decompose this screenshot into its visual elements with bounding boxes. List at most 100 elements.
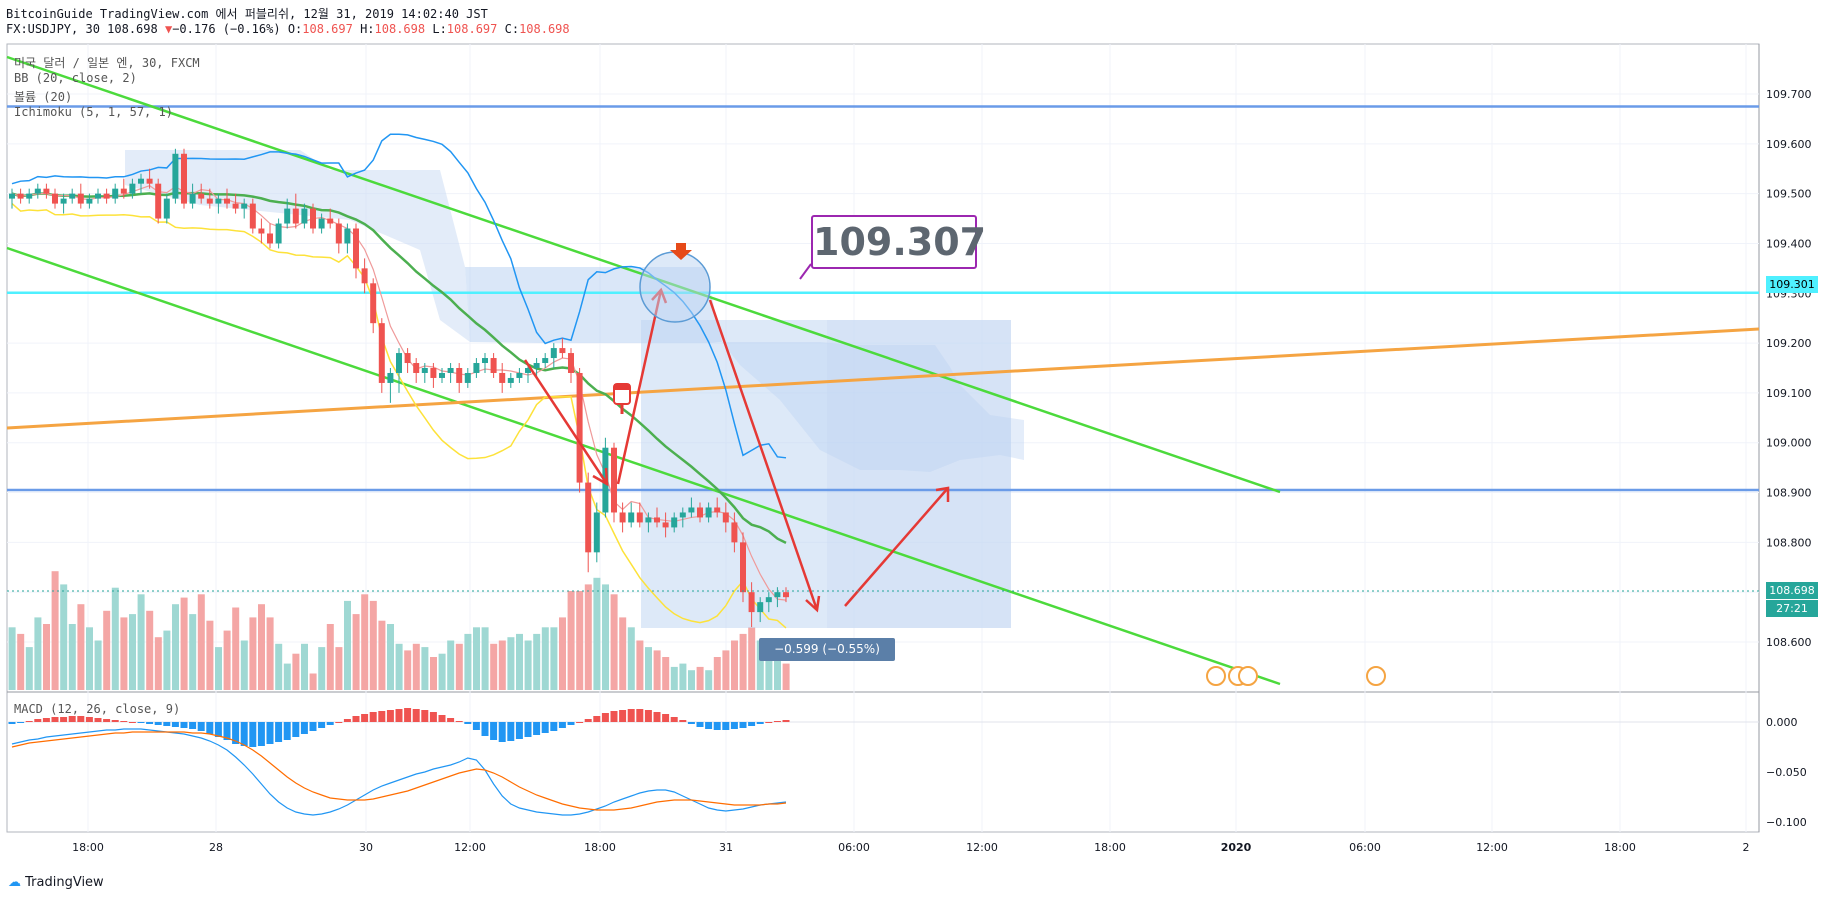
volume-bar — [533, 633, 541, 690]
volume-bar — [705, 670, 713, 690]
candle-body — [490, 358, 497, 373]
tradingview-brand[interactable]: ☁ TradingView — [8, 875, 104, 890]
tradingview-logo-icon: ☁ — [8, 875, 21, 890]
candle-body — [456, 368, 463, 383]
candle-body — [645, 517, 652, 523]
macd-hist-bar — [361, 714, 369, 722]
orange-trend-line[interactable] — [6, 327, 1760, 430]
volume-bar — [541, 627, 549, 690]
macd-hist-bar — [189, 722, 197, 729]
candle-body — [60, 198, 67, 204]
candle-body — [9, 193, 15, 199]
macd-hist-bar — [309, 722, 317, 731]
macd-hist-bar — [60, 717, 68, 722]
volume-bar — [335, 647, 343, 690]
volume-bar — [215, 647, 222, 690]
highlight-circle[interactable] — [639, 251, 711, 323]
candle-body — [215, 198, 222, 204]
brand-label: TradingView — [25, 875, 104, 890]
volume-bar — [301, 643, 308, 690]
volume-bar — [86, 627, 93, 690]
macd-hist-bar — [352, 716, 360, 722]
macd-hist-bar — [593, 716, 601, 722]
macd-hist-bar — [77, 716, 85, 722]
lower-channel-line[interactable] — [6, 246, 1281, 686]
time-tick-label: 18:00 — [1604, 841, 1636, 854]
macd-hist-bar — [490, 722, 498, 740]
volume-bar — [696, 666, 704, 690]
volume-bar — [421, 647, 429, 690]
price-tick-label: 108.900 — [1766, 487, 1812, 500]
macd-hist-bar — [550, 722, 558, 731]
volume-bar — [782, 663, 790, 690]
arrow-down-1 — [523, 359, 609, 485]
candle-body — [69, 193, 76, 199]
macd-hist-bar — [378, 711, 386, 722]
time-axis[interactable]: 18:00 28 30 12:00 18:00 31 06:00 12:00 18:00 2020… — [72, 841, 1749, 854]
candle-body — [34, 188, 41, 194]
macd-hist-bar — [756, 722, 764, 724]
macd-hist-bar — [541, 722, 549, 733]
macd-hist-bar — [111, 720, 119, 722]
volume-bar — [275, 643, 283, 690]
candle-body — [628, 512, 635, 523]
macd-hist-bar — [662, 714, 670, 722]
price-tick-label: 109.500 — [1766, 188, 1812, 201]
volume-bar — [559, 617, 566, 690]
volume-bar — [369, 600, 377, 690]
legend-volume: 볼륨 (20) — [14, 90, 73, 104]
macd-hist-bar — [429, 712, 437, 722]
arrow-head-1 — [592, 467, 609, 487]
candle-body — [138, 178, 144, 184]
volume-bar — [60, 584, 68, 690]
volume-bar — [146, 610, 154, 690]
macd-hist-bar — [120, 721, 128, 722]
candle-body — [439, 372, 445, 378]
volume-bar — [602, 584, 609, 690]
economic-event-icons[interactable] — [1206, 666, 1386, 686]
candle-body — [86, 198, 93, 204]
candle-body — [172, 153, 179, 199]
volume-bar — [103, 610, 111, 690]
candle-body — [654, 517, 660, 523]
volume-bar — [189, 614, 197, 690]
ma-middle — [11, 191, 787, 544]
volume-bar — [688, 670, 695, 690]
measure-box[interactable] — [641, 320, 1011, 628]
macd-hist-bar — [567, 722, 575, 725]
volume-bar — [266, 617, 274, 690]
volume-bar — [627, 627, 635, 690]
price-axis[interactable]: 109.700109.600109.500109.400109.300109.2… — [1766, 88, 1812, 649]
macd-hist-bar — [386, 710, 394, 722]
volume-bar — [739, 633, 747, 690]
volume-bar — [765, 650, 773, 690]
level-price-tag: 109.301 — [1766, 276, 1818, 293]
candle-body — [765, 597, 772, 603]
macd-hist-bar — [472, 722, 480, 730]
volume-bar — [154, 637, 162, 690]
volume-bar — [223, 630, 231, 690]
candle-body — [267, 233, 273, 244]
macd-hist-bar — [51, 717, 59, 722]
macd-tick-label: 0.000 — [1766, 716, 1798, 729]
macd-tick-label: −0.100 — [1766, 816, 1807, 829]
volume-bar — [43, 624, 50, 690]
volume-bar — [395, 643, 403, 690]
down-arrow-icon: ▼ — [164, 22, 173, 36]
candle-body — [705, 507, 712, 518]
candle-body — [404, 353, 411, 364]
arrow-up-2 — [844, 487, 949, 607]
macd-axis[interactable]: 0.000 −0.050 −0.100 — [1766, 716, 1807, 829]
volume-bar — [197, 594, 205, 690]
macd-hist-bar — [42, 718, 50, 722]
price-callout[interactable]: 109.307 — [811, 215, 986, 269]
candle-body — [516, 372, 523, 378]
volume-bar — [404, 650, 412, 690]
candle-body — [26, 193, 33, 199]
price-tick-label: 108.600 — [1766, 636, 1812, 649]
volume-bar — [412, 643, 420, 690]
candle-body — [370, 283, 377, 324]
candle-body — [679, 512, 686, 518]
macd-hist-bar — [670, 717, 678, 722]
